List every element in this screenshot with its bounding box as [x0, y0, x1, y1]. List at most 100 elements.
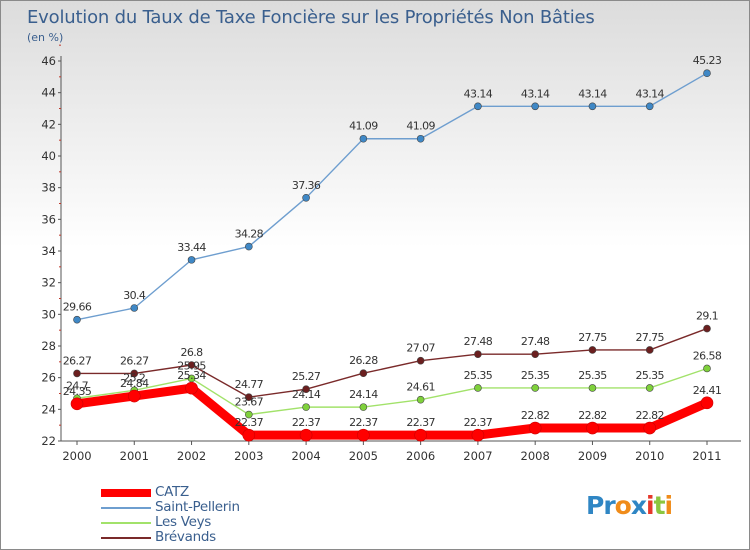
legend-label-saint-pellerin: Saint-Pellerin	[155, 499, 240, 515]
data-point	[588, 384, 597, 392]
data-label: 41.09	[406, 120, 435, 133]
data-label: 26.28	[349, 354, 378, 367]
x-tick-label: 2007	[463, 449, 492, 463]
data-point	[130, 304, 139, 312]
y-tick-label: 24	[41, 402, 56, 416]
legend-label-les-veys: Les Veys	[155, 514, 212, 530]
data-point	[359, 134, 368, 143]
data-label: 23.67	[235, 396, 264, 409]
data-point	[130, 369, 139, 378]
data-label: 27.48	[521, 335, 550, 348]
data-point	[187, 361, 196, 369]
y-axis-unit: (en %)	[27, 31, 64, 44]
data-label: 25.35	[635, 369, 664, 382]
data-label: 24.61	[406, 381, 435, 394]
y-tick-label: 30	[41, 307, 56, 321]
data-point	[245, 393, 253, 401]
series-line-br-vands	[76, 327, 708, 398]
data-label: 43.14	[521, 87, 550, 100]
data-point	[528, 421, 542, 435]
data-label: 25.95	[177, 359, 206, 372]
x-tick-label: 2000	[62, 449, 91, 463]
y-tick-label: 46	[41, 54, 56, 68]
data-label: 22.82	[578, 409, 607, 422]
logo-letter: i	[664, 491, 674, 520]
data-point	[471, 428, 485, 442]
logo-letter: o	[614, 491, 632, 520]
data-point	[700, 396, 714, 410]
data-label: 22.37	[464, 416, 493, 429]
data-point	[73, 369, 81, 378]
data-point	[474, 102, 482, 111]
data-label: 43.14	[635, 87, 664, 100]
x-tick-label: 2011	[692, 449, 721, 463]
chart-title: Evolution du Taux de Taxe Foncière sur l…	[27, 7, 595, 28]
legend-swatch-brevands	[101, 537, 151, 539]
x-tick-label: 2005	[349, 449, 378, 463]
data-label: 24.77	[235, 378, 264, 391]
data-label: 22.37	[349, 416, 378, 429]
series-line-catz	[72, 383, 712, 440]
data-label: 29.1	[696, 310, 718, 323]
data-label: 33.44	[177, 241, 206, 254]
data-point	[242, 428, 256, 442]
data-point	[302, 385, 310, 394]
y-tick-label: 26	[41, 371, 56, 385]
data-label: 27.75	[578, 331, 607, 344]
data-label: 25.35	[521, 369, 550, 382]
data-point	[588, 102, 597, 111]
data-point	[70, 397, 84, 411]
y-tick-label: 44	[41, 86, 56, 100]
data-point	[185, 381, 198, 395]
data-point	[645, 384, 654, 392]
data-label: 27.07	[406, 342, 435, 355]
data-label: 26.27	[63, 354, 92, 367]
data-point	[359, 403, 368, 411]
data-point	[416, 356, 425, 365]
data-point	[474, 384, 482, 392]
y-tick-label: 42	[41, 117, 56, 131]
legend-swatch-saint-pellerin	[101, 507, 151, 509]
data-point	[531, 350, 539, 359]
data-point	[416, 395, 425, 404]
data-label: 45.23	[693, 54, 722, 67]
data-label: 24.84	[120, 377, 149, 390]
data-label: 24.41	[693, 384, 722, 397]
y-tick-label: 38	[41, 181, 56, 195]
y-tick-label: 36	[41, 212, 56, 226]
data-point	[302, 403, 310, 411]
data-label: 24.14	[292, 388, 321, 401]
data-point	[73, 315, 81, 324]
y-tick-label: 34	[41, 244, 56, 258]
logo-letter: r	[603, 491, 615, 520]
data-point	[299, 428, 313, 442]
data-point	[645, 102, 654, 111]
data-point	[643, 421, 657, 435]
series-line-saint-pellerin	[76, 72, 708, 321]
data-label: 30.4	[123, 289, 146, 302]
proxiti-logo[interactable]: Proxiti	[586, 491, 674, 520]
logo-letter: t	[653, 491, 666, 520]
data-point	[127, 389, 141, 403]
data-point	[588, 346, 597, 354]
x-tick-label: 2002	[177, 449, 206, 463]
data-label: 26.27	[120, 354, 149, 367]
legend-label-brevands: Brévands	[155, 529, 216, 545]
data-point	[474, 350, 482, 359]
data-label: 25.35	[578, 369, 607, 382]
data-label: 24.35	[63, 385, 92, 398]
legend-label-catz: CATZ	[155, 484, 189, 500]
data-point	[357, 428, 370, 442]
data-label: 22.37	[292, 416, 321, 429]
data-label: 25.34	[177, 369, 206, 382]
data-label: 25.2	[123, 371, 145, 384]
data-point	[703, 69, 711, 77]
data-point	[416, 134, 425, 143]
data-label: 26.8	[180, 346, 203, 359]
x-tick-label: 2003	[234, 449, 263, 463]
x-tick-label: 2001	[120, 449, 149, 463]
legend-swatch-catz	[101, 489, 151, 497]
logo-letter: x	[630, 491, 647, 520]
